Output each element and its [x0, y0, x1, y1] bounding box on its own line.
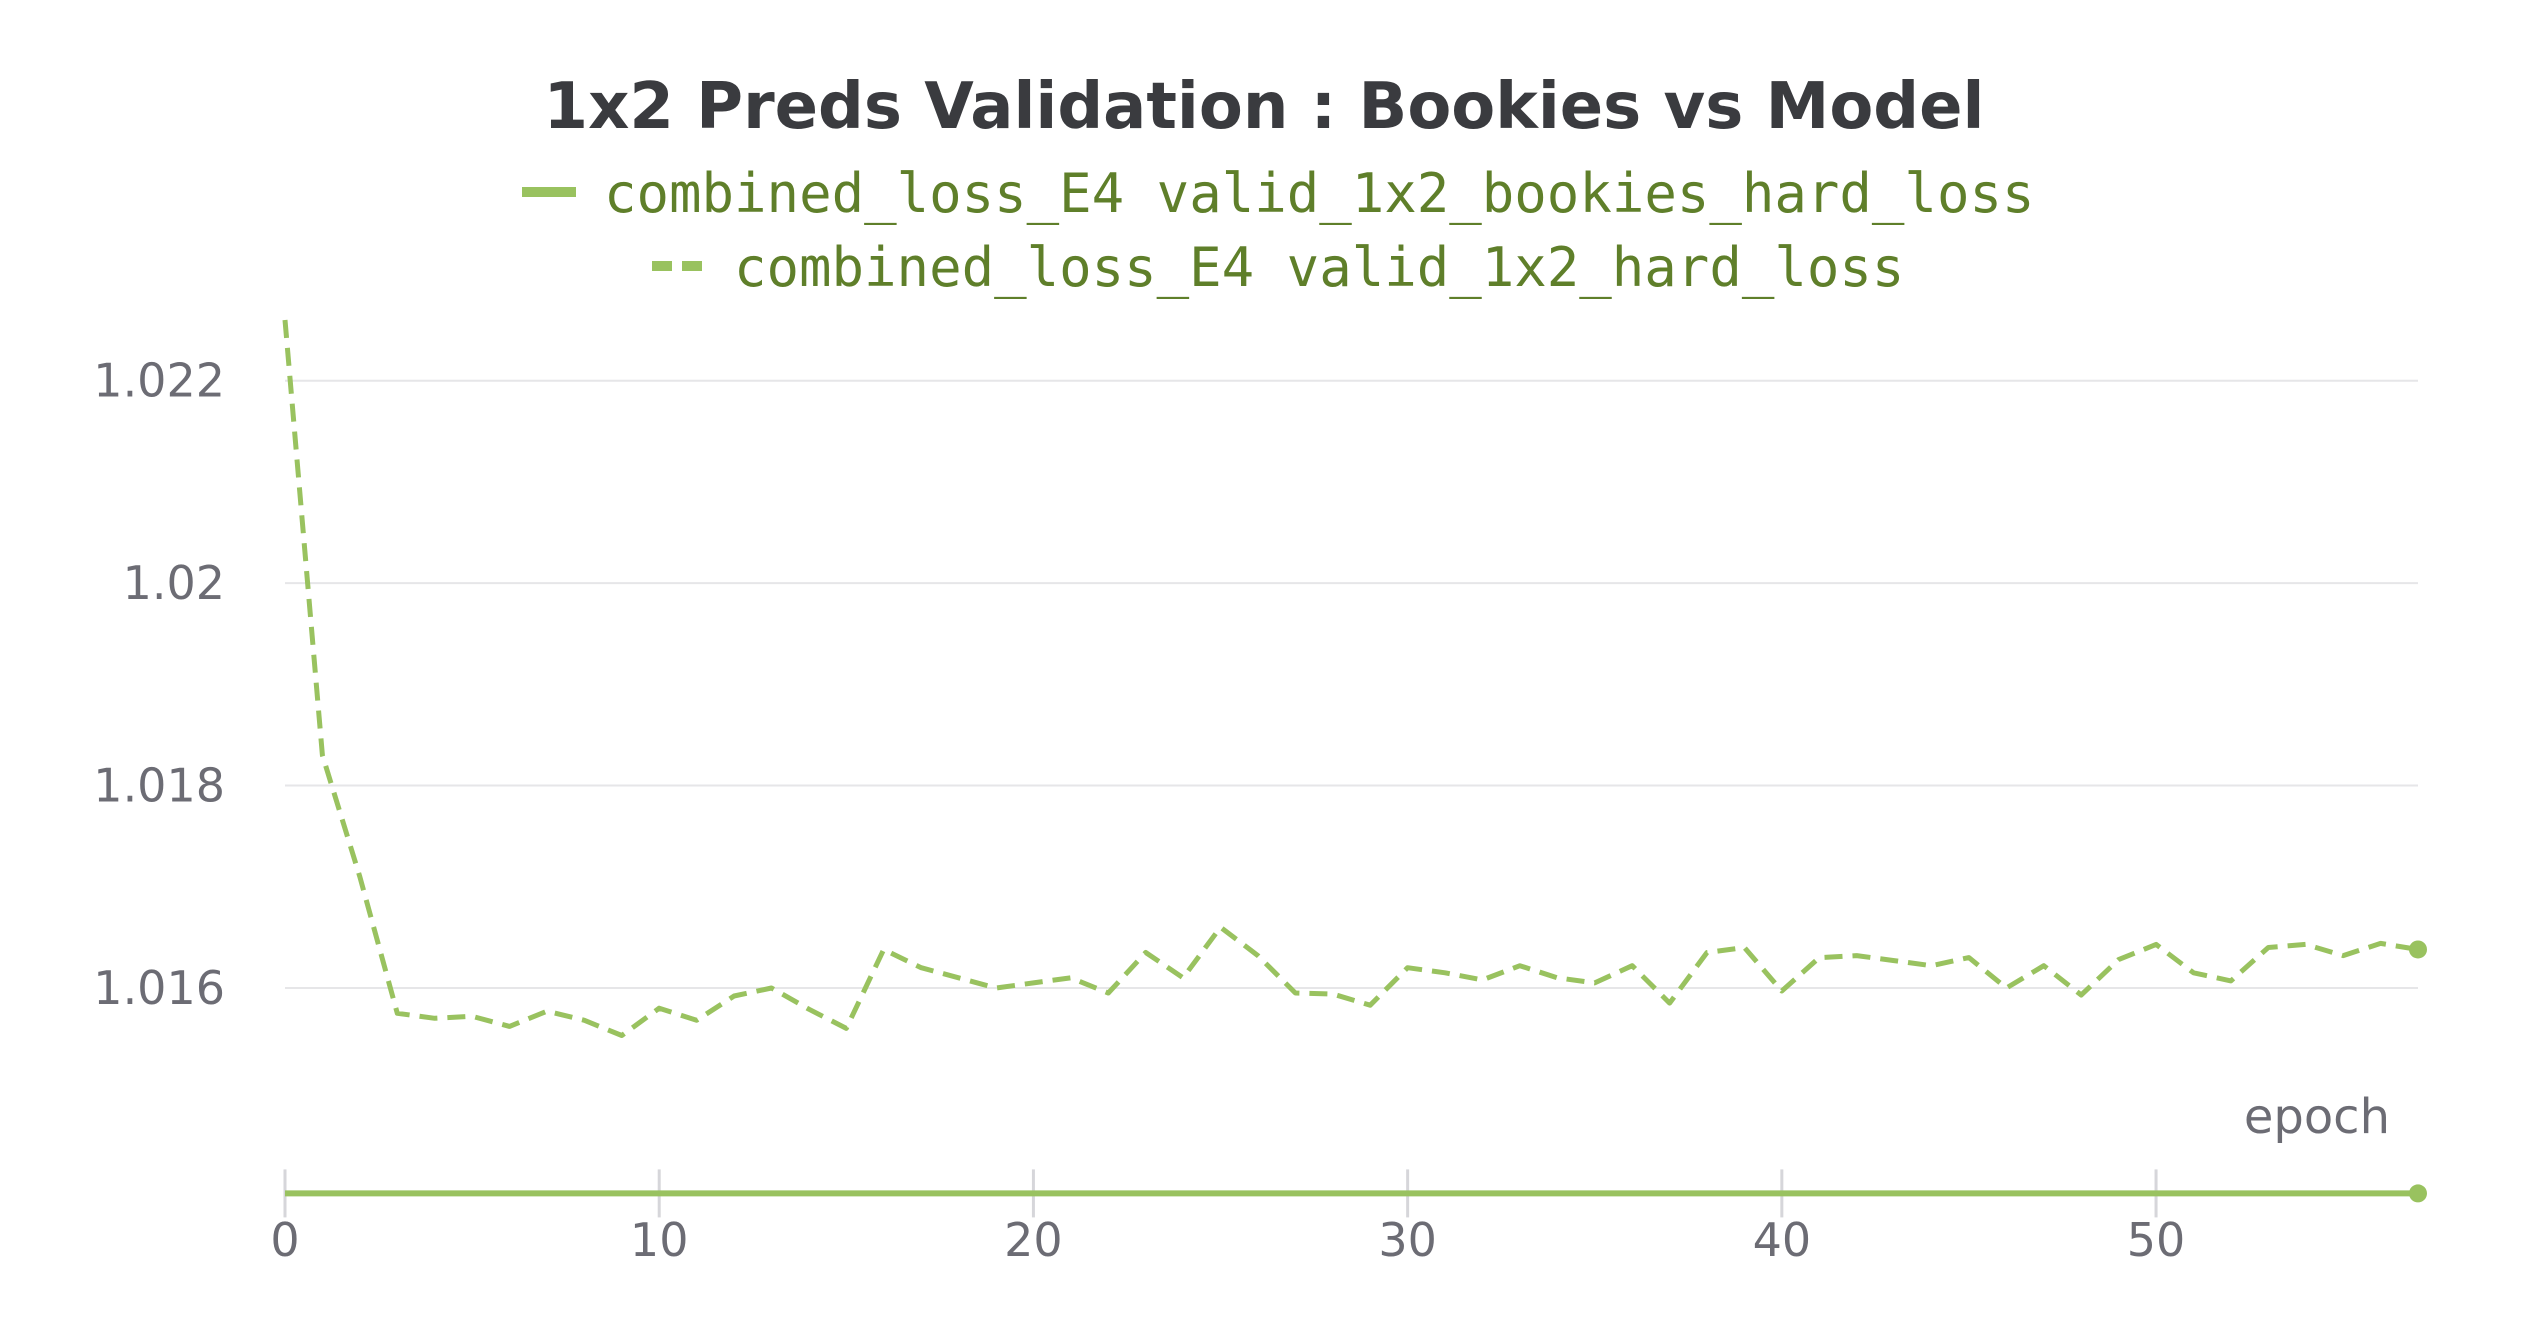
x-axis-ticks: 0 10 20 30 40 50 — [270, 1169, 2185, 1267]
series — [282, 319, 2427, 1203]
y-tick-label: 1.016 — [93, 961, 225, 1015]
legend-label-bookies: combined_loss_E4 valid_1x2_bookies_hard_… — [604, 162, 2034, 225]
y-axis-ticks: 1.016 1.018 1.02 1.022 — [93, 354, 225, 1015]
x-tick-label: 10 — [630, 1213, 689, 1267]
y-tick-label: 1.018 — [93, 759, 225, 813]
chart-title: 1x2 Preds Validation : Bookies vs Model — [544, 70, 1985, 144]
y-tick-label: 1.022 — [93, 354, 225, 408]
x-tick-label: 0 — [270, 1213, 299, 1267]
legend: combined_loss_E4 valid_1x2_bookies_hard_… — [522, 162, 2034, 299]
series-end-point — [2409, 940, 2427, 959]
x-tick-label: 40 — [1753, 1213, 1812, 1267]
series-end-point — [2409, 1184, 2427, 1203]
series-line-model — [282, 319, 2419, 1038]
x-axis-label: epoch — [2244, 1089, 2390, 1145]
grid — [285, 379, 2418, 989]
x-tick-label: 20 — [1004, 1213, 1063, 1267]
legend-label-model: combined_loss_E4 valid_1x2_hard_loss — [734, 236, 1904, 299]
y-tick-label: 1.02 — [123, 556, 225, 610]
x-tick-label: 50 — [2127, 1213, 2186, 1267]
x-tick-label: 30 — [1378, 1213, 1437, 1267]
